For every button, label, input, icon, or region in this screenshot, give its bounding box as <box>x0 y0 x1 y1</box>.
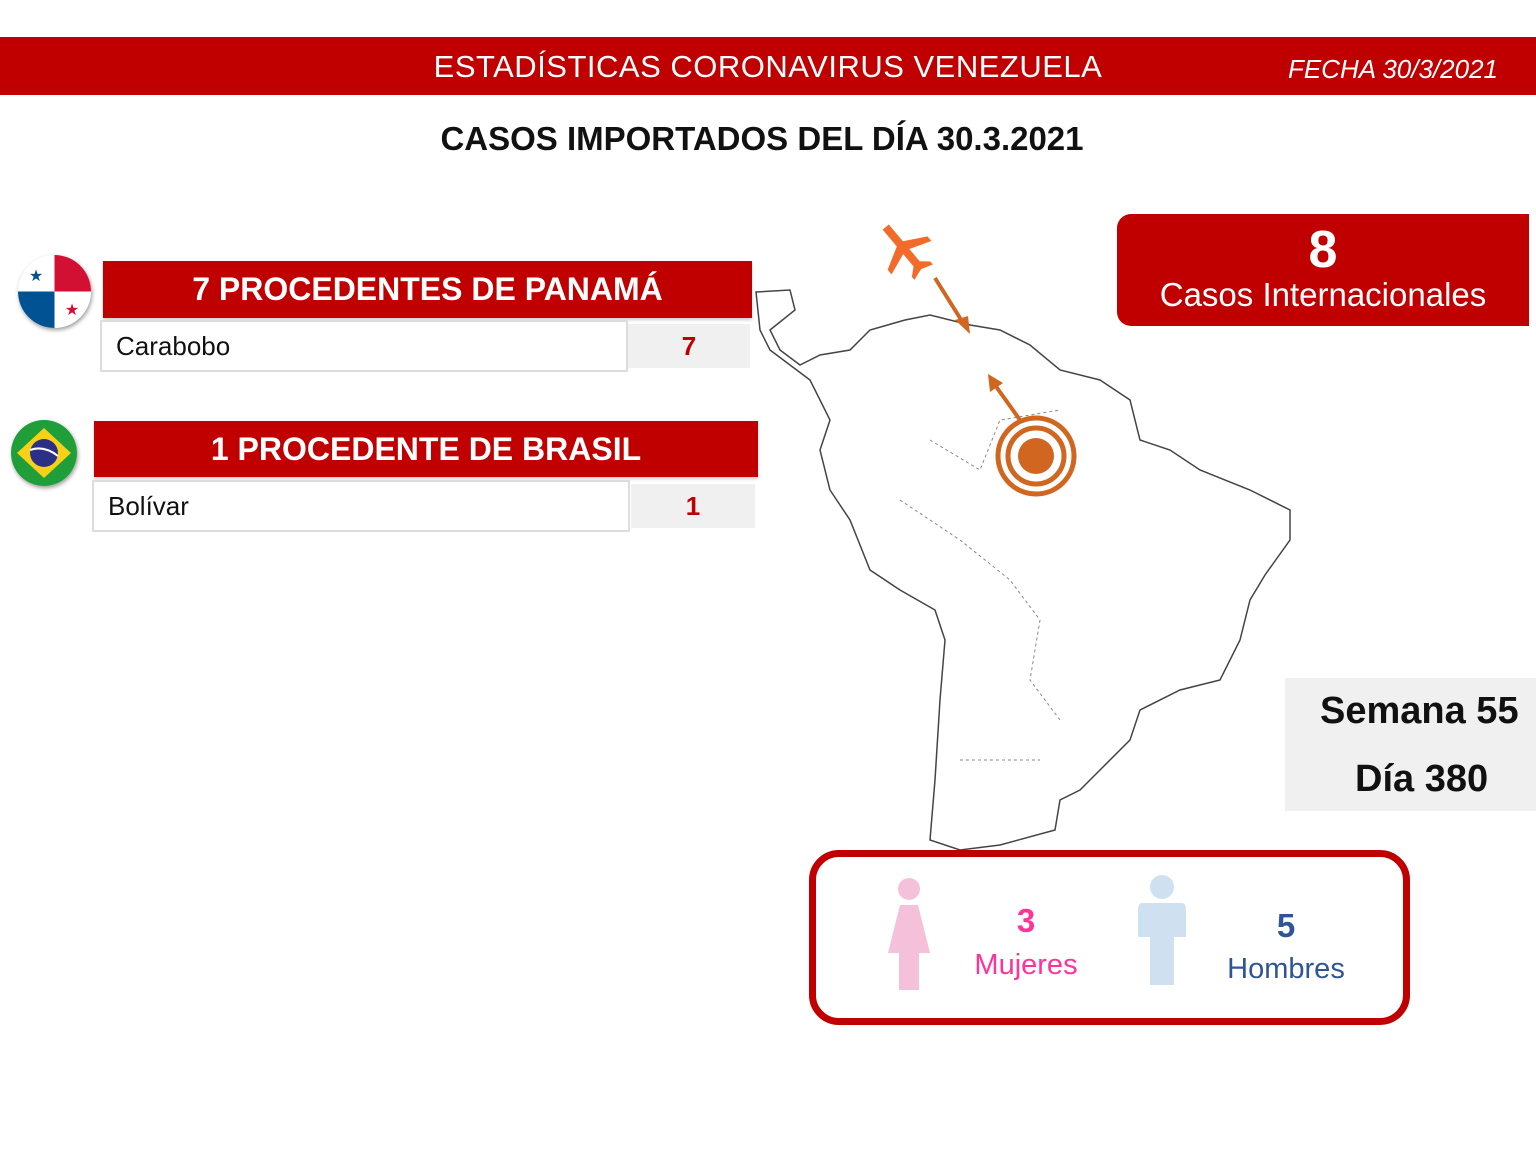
women-label: Mujeres <box>974 949 1078 981</box>
header-title: ESTADÍSTICAS CORONAVIRUS VENEZUELA <box>433 49 1103 84</box>
man-icon <box>1138 875 1186 985</box>
panama-flag-icon: ★ ★ <box>18 255 91 328</box>
international-label: Casos Internacionales <box>1159 276 1487 313</box>
week-label: Semana 55 <box>1320 690 1519 732</box>
origin-header-brazil: 1 PROCEDENTE DE BRASIL <box>94 421 758 477</box>
day-label: Día 380 <box>1355 758 1489 800</box>
origin-count-panama: 7 <box>628 324 750 368</box>
origin-state-panama: Carabobo <box>100 320 628 372</box>
origin-state-brazil: Bolívar <box>92 480 630 532</box>
international-cases-badge: 8 Casos Internacionales <box>1117 214 1529 326</box>
men-label: Hombres <box>1227 953 1345 985</box>
airplane-icon <box>882 224 933 280</box>
international-count: 8 <box>1308 221 1338 279</box>
page-subtitle: CASOS IMPORTADOS DEL DÍA 30.3.2021 <box>440 120 1084 157</box>
header-date: FECHA 30/3/2021 <box>1287 54 1498 84</box>
svg-text:★: ★ <box>65 302 79 319</box>
map-outline <box>755 289 1291 851</box>
woman-icon <box>888 878 930 990</box>
origin-header-panama: 7 PROCEDENTES DE PANAMÁ <box>103 261 752 318</box>
period-box: Semana 55 Día 380 <box>1285 678 1536 811</box>
gender-box: 3 Mujeres 5 Hombres <box>809 850 1410 1025</box>
women-count: 3 <box>1016 902 1036 939</box>
brazil-flag-icon <box>11 420 77 486</box>
south-america-map <box>755 224 1291 851</box>
origin-count-brazil: 1 <box>631 484 755 528</box>
men-count: 5 <box>1276 907 1296 944</box>
header-bar: ESTADÍSTICAS CORONAVIRUS VENEZUELA FECHA… <box>0 37 1536 95</box>
svg-text:★: ★ <box>29 268 43 285</box>
target-icon <box>995 415 1077 497</box>
